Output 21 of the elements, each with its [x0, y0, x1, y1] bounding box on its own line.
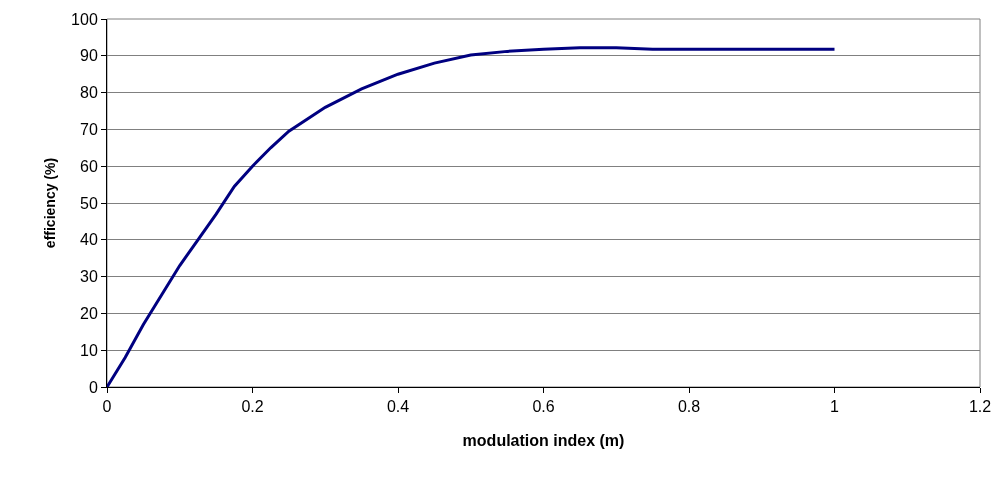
y-tick-label: 70	[80, 121, 98, 138]
x-tick-label: 1	[830, 398, 840, 416]
y-tick-label: 30	[80, 268, 98, 286]
x-tick-label: 0	[102, 398, 112, 416]
y-tick-label: 20	[80, 305, 98, 322]
y-tick-label: 80	[80, 84, 98, 102]
y-axis-title: efficiency (%)	[41, 157, 58, 249]
y-tick-label: 50	[80, 194, 98, 212]
line-series	[107, 46, 836, 387]
y-tick-label: 100	[71, 10, 98, 28]
y-tick-label: 40	[80, 231, 98, 249]
y-tick-label: 0	[88, 378, 98, 396]
x-tick-label: 0.6	[532, 398, 555, 416]
y-tick-label: 90	[80, 47, 98, 65]
x-tick-label: 1.2	[968, 398, 992, 416]
x-tick-label: 0.2	[241, 398, 264, 416]
y-tick-label: 10	[80, 341, 98, 359]
x-tick-label: 0.8	[677, 398, 701, 416]
x-axis-title: modulation index (m)	[462, 431, 625, 449]
y-tick-label: 60	[80, 157, 98, 175]
x-tick-label: 0.4	[386, 398, 410, 416]
